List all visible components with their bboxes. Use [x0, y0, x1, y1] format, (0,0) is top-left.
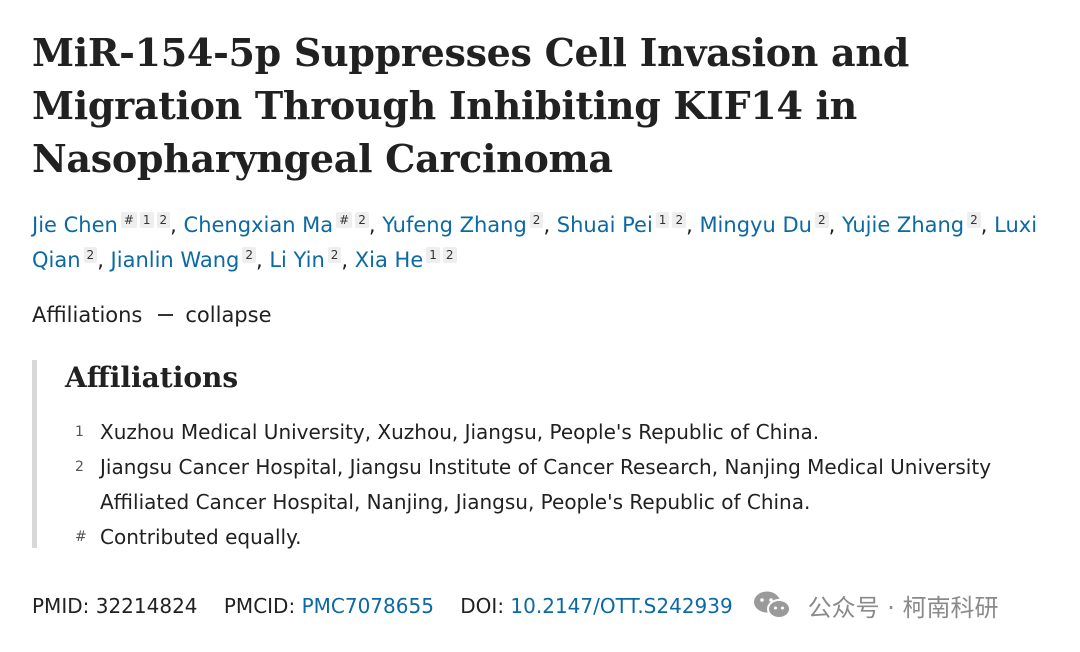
- affiliations-toggle-label: Affiliations: [32, 303, 143, 327]
- affiliation-item: 1 Xuzhou Medical University, Xuzhou, Jian…: [65, 415, 1025, 450]
- author-link[interactable]: Chengxian Ma: [183, 213, 334, 237]
- watermark-text: 公众号 · 柯南科研: [807, 594, 999, 622]
- affiliation-marker[interactable]: 1: [139, 212, 154, 228]
- author-item: Li Yin 2: [269, 247, 342, 272]
- article-title: MiR-154-5p Suppresses Cell Invasion and …: [32, 30, 909, 181]
- affiliations-toggle[interactable]: Affiliations collapse: [32, 300, 272, 330]
- wechat-icon: [752, 590, 792, 628]
- author-item: Jianlin Wang 2: [110, 247, 256, 272]
- affiliation-item-text: Contributed equally.: [100, 525, 302, 549]
- author-link[interactable]: Li Yin: [269, 248, 325, 272]
- pmid-label: PMID:: [32, 594, 90, 618]
- affiliation-item: 2 Jiangsu Cancer Hospital, Jiangsu Instit…: [65, 450, 1025, 520]
- pmcid-label: PMCID:: [223, 594, 296, 618]
- affiliation-marker[interactable]: #: [120, 212, 137, 228]
- author-link[interactable]: Jianlin Wang: [110, 248, 240, 272]
- affiliation-item-marker: #: [75, 529, 87, 545]
- affiliation-marker[interactable]: 2: [327, 247, 342, 263]
- article-identifiers: PMID: 32214824 PMCID: PMC7078655 DOI: 10…: [32, 590, 753, 622]
- affiliation-item-text: Jiangsu Cancer Hospital, Jiangsu Institu…: [100, 455, 992, 514]
- affiliations-heading: Affiliations: [65, 361, 239, 394]
- affiliation-marker[interactable]: 2: [83, 247, 98, 263]
- doi-link[interactable]: 10.2147/OTT.S242939: [510, 594, 733, 618]
- affiliation-item-marker: 2: [75, 459, 84, 475]
- collapse-link[interactable]: collapse: [185, 303, 272, 327]
- affiliation-item: # Contributed equally.: [65, 520, 1025, 555]
- affiliation-marker[interactable]: 2: [529, 212, 544, 228]
- author-link[interactable]: Yujie Zhang: [841, 213, 965, 237]
- affiliation-marker[interactable]: 2: [672, 212, 687, 228]
- affiliation-item-text: Xuzhou Medical University, Xuzhou, Jiang…: [100, 420, 820, 444]
- author-item: Mingyu Du 2: [699, 212, 829, 237]
- affiliation-marker[interactable]: 1: [426, 247, 440, 263]
- author-item: Chengxian Ma #2: [183, 212, 369, 237]
- author-item: Shuai Pei 1 2: [556, 212, 687, 237]
- author-item: Yujie Zhang 2: [841, 212, 981, 237]
- affiliation-marker[interactable]: 2: [156, 212, 171, 228]
- affiliation-item-marker: 1: [75, 424, 84, 440]
- author-link[interactable]: Mingyu Du: [699, 213, 812, 237]
- author-list: Jie Chen #1 2, Chengxian Ma #2, Yufeng Zhan…: [32, 212, 1038, 272]
- author-item: Jie Chen #1 2: [32, 212, 171, 237]
- author-item: Xia He 1 2: [354, 247, 457, 272]
- author-link[interactable]: Xia He: [354, 248, 424, 272]
- doi-label: DOI:: [460, 594, 505, 618]
- affiliation-marker[interactable]: 1: [655, 212, 670, 228]
- author-link[interactable]: Jie Chen: [32, 213, 118, 237]
- author-link[interactable]: Shuai Pei: [556, 213, 653, 237]
- collapse-dash-icon: [158, 314, 174, 316]
- affiliations-list: 1 Xuzhou Medical University, Xuzhou, Jian…: [65, 415, 1025, 555]
- author-link[interactable]: Yufeng Zhang: [382, 213, 527, 237]
- affiliation-marker[interactable]: 2: [242, 247, 256, 263]
- author-link[interactable]: Luxi Qian: [32, 213, 1038, 272]
- affiliation-marker[interactable]: 2: [355, 212, 369, 228]
- affiliation-marker[interactable]: 2: [967, 212, 981, 228]
- watermark: 公众号 · 柯南科研: [752, 590, 999, 628]
- affiliation-marker[interactable]: 2: [814, 212, 829, 228]
- author-item: Luxi Qian 2: [32, 213, 1037, 272]
- author-item: Yufeng Zhang 2: [382, 212, 544, 237]
- pmcid-link[interactable]: PMC7078655: [301, 594, 434, 618]
- affiliations-panel: Affiliations 1 Xuzhou Medical University,…: [32, 360, 1037, 549]
- affiliation-marker[interactable]: #: [336, 212, 353, 228]
- affiliation-marker[interactable]: 2: [442, 247, 457, 263]
- pmid-value: 32214824: [95, 594, 198, 618]
